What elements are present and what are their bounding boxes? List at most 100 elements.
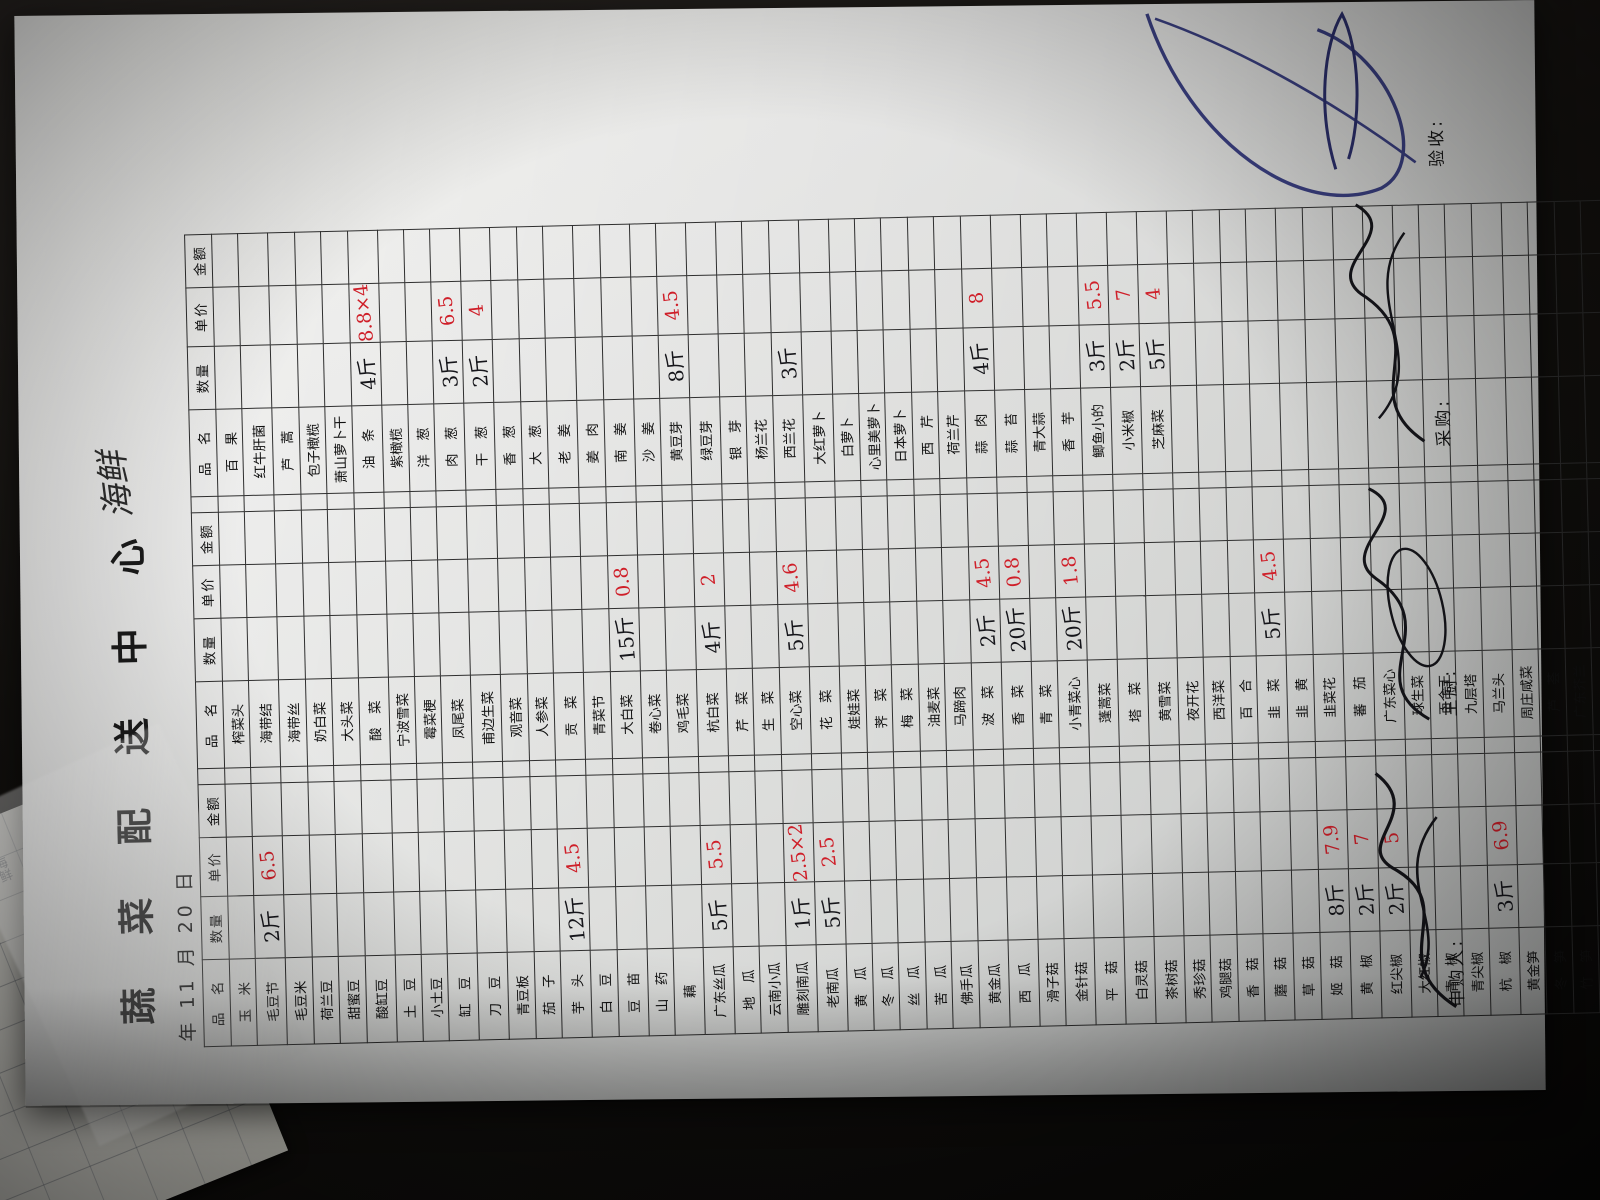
cell-item-name[interactable]: 黄豆芽 bbox=[659, 397, 692, 486]
cell-amount[interactable] bbox=[1106, 211, 1138, 265]
cell-item-name[interactable]: 西洋菜 bbox=[1203, 656, 1233, 744]
cell-unit-price[interactable] bbox=[1399, 535, 1428, 590]
cell-item-name[interactable]: 金针菇 bbox=[1064, 937, 1097, 1026]
cell-quantity[interactable] bbox=[1589, 583, 1600, 648]
cell-quantity[interactable] bbox=[247, 616, 279, 681]
cell-item-name[interactable] bbox=[1249, 383, 1282, 471]
cell-unit-price[interactable] bbox=[1290, 810, 1318, 871]
cell-item-name[interactable]: 地 瓜 bbox=[733, 946, 762, 1034]
cell-quantity[interactable] bbox=[857, 329, 886, 394]
cell-amount[interactable] bbox=[1258, 757, 1291, 812]
cell-amount[interactable] bbox=[1179, 759, 1208, 814]
cell-item-name[interactable]: 梅 菜 bbox=[891, 663, 921, 752]
cell-unit-price[interactable] bbox=[869, 820, 897, 881]
cell-item-name[interactable]: 西 芹 bbox=[911, 391, 940, 479]
cell-amount[interactable] bbox=[612, 773, 644, 828]
cell-amount[interactable] bbox=[940, 493, 969, 548]
cell-unit-price[interactable] bbox=[1121, 814, 1153, 875]
cell-item-name[interactable] bbox=[1279, 382, 1309, 470]
cell-unit-price[interactable] bbox=[226, 836, 255, 897]
cell-amount[interactable] bbox=[579, 502, 608, 557]
cell-amount[interactable] bbox=[1500, 201, 1529, 256]
cell-unit-price[interactable] bbox=[1333, 258, 1365, 319]
cell-item-name[interactable]: 周庄咸菜 bbox=[1511, 648, 1541, 737]
cell-amount[interactable] bbox=[1143, 488, 1175, 543]
cell-amount[interactable] bbox=[781, 769, 813, 824]
cell-item-name[interactable]: 奶白菜 bbox=[305, 678, 334, 766]
cell-item-name[interactable]: 豆 苗 bbox=[616, 948, 649, 1037]
cell-amount[interactable] bbox=[383, 507, 412, 561]
cell-unit-price[interactable] bbox=[663, 553, 695, 608]
cell-item-name[interactable] bbox=[1366, 380, 1399, 468]
cell-item-name[interactable]: 平 菇 bbox=[1094, 937, 1127, 1025]
cell-quantity[interactable] bbox=[1291, 869, 1320, 934]
cell-quantity[interactable] bbox=[406, 340, 435, 405]
cell-item-name[interactable]: 芋 头 bbox=[560, 950, 593, 1038]
cell-unit-price[interactable] bbox=[1535, 532, 1564, 586]
cell-quantity[interactable] bbox=[1248, 320, 1280, 384]
cell-quantity[interactable] bbox=[310, 893, 339, 958]
cell-item-name[interactable]: 南 姜 bbox=[603, 398, 636, 487]
cell-quantity[interactable] bbox=[664, 606, 697, 671]
cell-amount[interactable] bbox=[1470, 202, 1503, 257]
cell-quantity[interactable] bbox=[671, 884, 704, 949]
cell-unit-price[interactable] bbox=[573, 277, 602, 338]
cell-unit-price[interactable] bbox=[361, 832, 394, 893]
cell-quantity[interactable] bbox=[923, 878, 952, 943]
cell-quantity[interactable] bbox=[1582, 311, 1600, 376]
cell-amount[interactable] bbox=[466, 505, 498, 559]
cell-amount[interactable] bbox=[1534, 479, 1562, 533]
cell-quantity[interactable] bbox=[1401, 588, 1430, 653]
cell-quantity[interactable]: 5斤 bbox=[1254, 591, 1287, 656]
cell-item-name[interactable]: 芹 菜 bbox=[726, 667, 755, 756]
cell-unit-price[interactable]: 7 bbox=[1107, 264, 1140, 325]
cell-unit-price[interactable] bbox=[1246, 260, 1279, 321]
cell-amount[interactable] bbox=[267, 231, 296, 286]
cell-quantity[interactable] bbox=[525, 609, 554, 674]
cell-unit-price[interactable] bbox=[497, 557, 526, 612]
cell-item-name[interactable]: 红牛肝菌 bbox=[242, 407, 275, 496]
cell-item-name[interactable]: 球生菜 bbox=[1402, 651, 1432, 740]
cell-item-name[interactable] bbox=[1505, 376, 1534, 465]
cell-item-name[interactable]: 芝麻菜 bbox=[1140, 385, 1173, 474]
cell-unit-price[interactable]: 5.5 bbox=[700, 824, 732, 885]
cell-amount[interactable] bbox=[1593, 749, 1600, 804]
cell-item-name[interactable]: 洋 葱 bbox=[407, 403, 437, 492]
cell-amount[interactable] bbox=[1514, 751, 1543, 806]
cell-unit-price[interactable] bbox=[749, 551, 778, 605]
cell-amount[interactable] bbox=[1113, 489, 1145, 544]
cell-item-name[interactable]: 娃娃菜 bbox=[838, 665, 868, 753]
cell-quantity[interactable] bbox=[575, 336, 604, 401]
cell-quantity[interactable] bbox=[469, 611, 501, 675]
cell-quantity[interactable] bbox=[731, 883, 760, 947]
cell-unit-price[interactable] bbox=[1174, 540, 1203, 595]
cell-quantity[interactable] bbox=[220, 617, 249, 681]
cell-amount[interactable] bbox=[867, 767, 896, 822]
cell-quantity[interactable] bbox=[303, 615, 332, 679]
cell-amount[interactable] bbox=[1166, 209, 1194, 264]
cell-quantity[interactable] bbox=[1407, 866, 1436, 931]
cell-unit-price[interactable] bbox=[309, 834, 337, 895]
cell-quantity[interactable] bbox=[323, 342, 352, 407]
cell-item-name[interactable] bbox=[1531, 376, 1561, 464]
cell-unit-price[interactable]: 4 bbox=[461, 280, 493, 340]
cell-item-name[interactable]: 鲫鱼小的 bbox=[1080, 387, 1113, 475]
cell-item-name[interactable]: 白 豆 bbox=[590, 949, 619, 1038]
cell-unit-price[interactable] bbox=[882, 269, 910, 330]
cell-amount[interactable] bbox=[218, 511, 247, 565]
cell-quantity[interactable] bbox=[492, 338, 521, 403]
cell-amount[interactable] bbox=[966, 492, 999, 547]
cell-quantity[interactable] bbox=[386, 613, 415, 677]
cell-quantity[interactable] bbox=[475, 889, 508, 954]
cell-unit-price[interactable] bbox=[335, 833, 364, 894]
cell-quantity[interactable] bbox=[1235, 870, 1264, 935]
cell-item-name[interactable]: 青 菜 bbox=[1030, 660, 1060, 749]
cell-amount[interactable] bbox=[281, 781, 310, 836]
cell-unit-price[interactable] bbox=[1004, 817, 1037, 878]
cell-amount[interactable] bbox=[1398, 482, 1427, 537]
cell-amount[interactable] bbox=[377, 229, 405, 283]
cell-quantity[interactable] bbox=[336, 892, 365, 957]
cell-unit-price[interactable] bbox=[378, 282, 407, 342]
cell-quantity[interactable]: 8斤 bbox=[658, 334, 690, 399]
cell-unit-price[interactable] bbox=[1426, 534, 1454, 589]
